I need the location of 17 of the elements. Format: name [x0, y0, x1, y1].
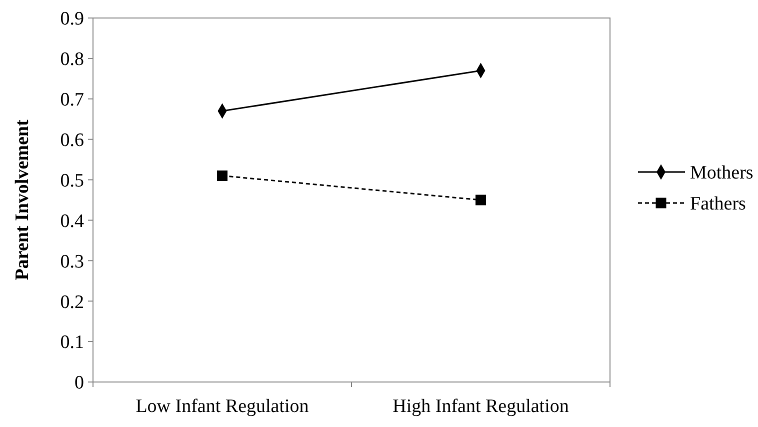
point [217, 170, 228, 181]
y-tick-label: 0.3 [60, 251, 84, 272]
y-tick-label: 0.2 [60, 292, 84, 313]
x-tick-label: Low Infant Regulation [136, 396, 310, 417]
legend-label: Mothers [690, 162, 754, 184]
point [476, 194, 486, 206]
y-tick-label: 0.8 [60, 49, 84, 70]
legend-label: Fathers [690, 194, 746, 215]
y-tick-label: 0.9 [60, 8, 84, 30]
y-tick-label: 0.1 [60, 332, 84, 354]
y-tick-label: 0.5 [60, 170, 84, 192]
y-tick-label: 0.6 [60, 130, 84, 151]
y-tick-label: 0 [74, 372, 84, 394]
y-tick-label: 0.7 [60, 90, 84, 111]
y-tick-label: 0.4 [60, 210, 84, 232]
x-tick-label: High Infant Regulation [392, 396, 570, 417]
y-axis-title: Parent Involvement [12, 119, 33, 280]
